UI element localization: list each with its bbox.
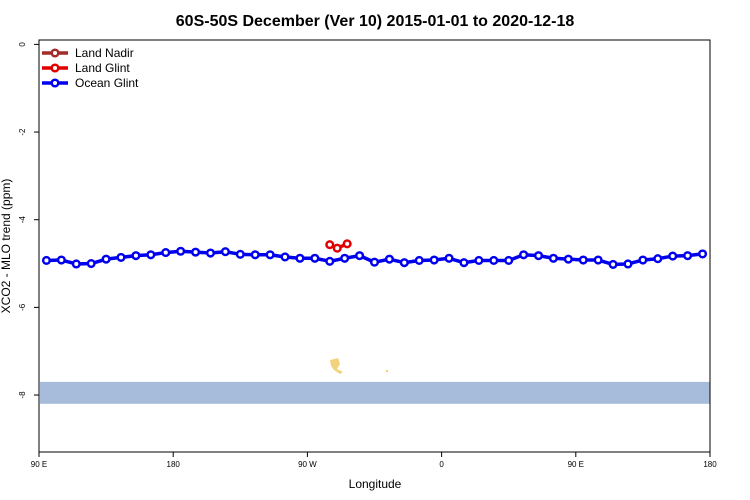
data-point <box>504 255 514 266</box>
legend-swatch-marker <box>50 78 60 88</box>
data-point <box>295 253 305 263</box>
data-point <box>56 255 66 265</box>
legend-label: Land Glint <box>75 61 130 75</box>
x-axis-ticks: 90 E 180 90 W 0 90 E 180 <box>31 452 717 469</box>
x-tick-label: 180 <box>703 460 717 469</box>
data-point <box>101 254 111 264</box>
legend-swatch-marker <box>50 63 60 73</box>
data-point <box>608 259 618 269</box>
data-point <box>332 243 342 253</box>
y-tick-label: -8 <box>18 391 27 399</box>
data-point <box>220 247 230 257</box>
data-point <box>399 258 409 268</box>
data-point <box>41 255 52 266</box>
data-point <box>683 251 693 261</box>
legend-label: Land Nadir <box>75 46 134 60</box>
x-tick-label: 0 <box>439 460 444 469</box>
data-point <box>86 258 96 269</box>
legend-item: Land Glint <box>42 61 130 75</box>
y-tick-label: -6 <box>18 303 27 311</box>
x-tick-label: 180 <box>167 460 181 469</box>
data-point <box>205 248 216 258</box>
data-point <box>355 251 365 261</box>
legend-item: Ocean Glint <box>42 76 139 90</box>
data-point <box>384 254 394 264</box>
data-point <box>548 253 558 263</box>
data-point <box>414 255 424 266</box>
data-point <box>519 250 529 260</box>
data-point <box>638 255 648 265</box>
data-point <box>235 249 245 259</box>
x-tick-label: 90 E <box>568 460 584 469</box>
data-point <box>429 255 439 265</box>
data-point <box>668 251 678 261</box>
legend-swatch-marker <box>50 48 60 58</box>
data-point <box>325 240 335 250</box>
y-tick-label: 0 <box>18 42 27 47</box>
data-point <box>161 248 171 258</box>
land-band-layer <box>40 358 710 404</box>
data-point <box>146 250 156 260</box>
y-tick-label: -2 <box>18 128 27 136</box>
y-axis-label: XCO2 - MLO trend (ppm) <box>0 179 13 314</box>
legend-label: Ocean Glint <box>75 76 139 90</box>
land-islet <box>385 369 389 373</box>
x-tick-label: 90 W <box>298 460 317 469</box>
legend-item: Land Nadir <box>42 46 134 60</box>
data-point <box>265 250 275 260</box>
plot-area-frame <box>38 39 711 453</box>
data-point <box>474 255 484 266</box>
data-point <box>310 253 320 263</box>
data-point <box>280 252 290 262</box>
data-point <box>697 249 708 259</box>
data-point <box>489 255 499 266</box>
data-point <box>593 255 603 265</box>
data-point <box>191 247 201 257</box>
data-point <box>459 258 469 268</box>
data-point <box>342 239 352 249</box>
data-point <box>653 254 663 264</box>
data-point <box>71 259 81 269</box>
land-patch <box>330 358 343 374</box>
data-point <box>578 255 588 265</box>
data-point <box>325 256 335 266</box>
data-point <box>250 250 260 260</box>
data-point <box>533 251 544 261</box>
series-land-glint <box>325 239 352 253</box>
data-point <box>116 252 126 262</box>
data-point <box>131 251 141 261</box>
data-point <box>176 246 186 256</box>
land-band <box>40 381 710 404</box>
x-axis-label: Longitude <box>349 477 402 491</box>
series-layer <box>41 239 708 269</box>
data-point <box>369 257 380 267</box>
data-point <box>623 259 633 269</box>
data-point <box>444 253 454 263</box>
series-ocean-glint <box>41 246 708 269</box>
chart-title: 60S-50S December (Ver 10) 2015-01-01 to … <box>176 13 575 30</box>
x-tick-label: 90 E <box>31 460 47 469</box>
data-point <box>563 254 573 264</box>
y-axis-ticks: 0 -2 -4 -6 -8 <box>18 42 39 399</box>
data-point <box>340 253 350 263</box>
y-tick-label: -4 <box>18 216 27 224</box>
